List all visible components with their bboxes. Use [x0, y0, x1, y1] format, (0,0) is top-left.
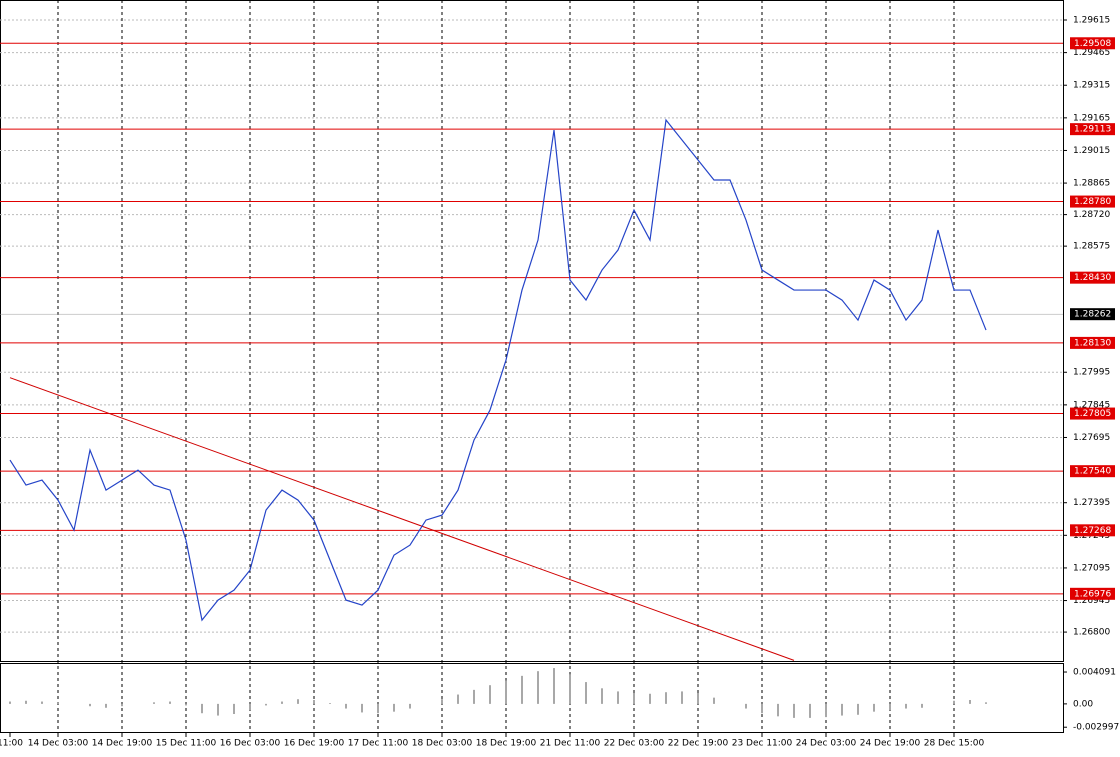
- y-tick-label: 1.27395: [1073, 498, 1110, 508]
- level-label-box: [1070, 465, 1115, 478]
- y-tick-label: 0.00: [1073, 699, 1093, 709]
- trendline: [9, 377, 795, 661]
- level-label: 1.26976: [1074, 589, 1111, 599]
- y-tick-label: 1.29465: [1073, 48, 1110, 58]
- level-label-box: [1070, 524, 1115, 537]
- indicator-panel: [0, 663, 1064, 733]
- x-tick-label: 16 Dec 03:00: [220, 739, 281, 749]
- level-label: 1.28430: [1074, 273, 1111, 283]
- y-tick-label: 1.29015: [1073, 146, 1110, 156]
- x-tick-label: 28 Dec 15:00: [924, 739, 985, 749]
- y-tick-label: 1.29315: [1073, 81, 1110, 91]
- x-tick-label: 18 Dec 19:00: [476, 739, 537, 749]
- x-tick-label: 11:00: [0, 739, 23, 749]
- y-tick-label: 1.28720: [1073, 210, 1110, 220]
- x-tick-label: 14 Dec 03:00: [28, 739, 89, 749]
- y-tick-label: 1.28575: [1073, 242, 1110, 252]
- y-tick-label: 1.27095: [1073, 563, 1110, 573]
- x-tick-label: 16 Dec 19:00: [284, 739, 345, 749]
- y-tick-label: 1.26800: [1073, 628, 1110, 638]
- level-label-box: [1070, 407, 1115, 420]
- x-tick-label: 18 Dec 03:00: [412, 739, 473, 749]
- level-label-box: [1070, 336, 1115, 349]
- level-label-box: [1070, 123, 1115, 136]
- x-tick-label: 22 Dec 19:00: [668, 739, 729, 749]
- level-label-box: [1070, 195, 1115, 208]
- y-tick-label: 1.27995: [1073, 368, 1110, 378]
- level-label: 1.27805: [1074, 409, 1111, 419]
- level-label: 1.29113: [1074, 125, 1111, 135]
- x-tick-label: 21 Dec 11:00: [540, 739, 601, 749]
- x-tick-label: 22 Dec 03:00: [604, 739, 665, 749]
- last-price-box: [1070, 308, 1115, 321]
- x-tick-label: 15 Dec 11:00: [156, 739, 217, 749]
- y-tick-label: 1.29165: [1073, 113, 1110, 123]
- y-tick-label: 1.27695: [1073, 433, 1110, 443]
- level-label: 1.27268: [1074, 526, 1111, 536]
- last-price-label: 1.28262: [1074, 310, 1111, 320]
- level-label-box: [1070, 37, 1115, 50]
- level-label-box: [1070, 587, 1115, 600]
- y-tick-label: -0.002997: [1073, 723, 1119, 733]
- x-tick-label: 17 Dec 11:00: [348, 739, 409, 749]
- price-line: [9, 118, 987, 622]
- y-tick-label: 0.004091: [1073, 668, 1116, 678]
- y-tick-label: 1.28865: [1073, 179, 1110, 189]
- level-label-box: [1070, 271, 1115, 284]
- level-label: 1.27540: [1074, 467, 1111, 477]
- x-tick-label: 23 Dec 11:00: [732, 739, 793, 749]
- x-tick-label: 14 Dec 19:00: [92, 739, 153, 749]
- main-panel: [0, 0, 1064, 662]
- level-label: 1.28780: [1074, 197, 1111, 207]
- y-tick-label: 1.26945: [1073, 596, 1110, 606]
- x-tick-label: 24 Dec 03:00: [796, 739, 857, 749]
- level-label: 1.29508: [1074, 39, 1111, 49]
- level-label: 1.28130: [1074, 338, 1111, 348]
- x-tick-label: 24 Dec 19:00: [860, 739, 921, 749]
- y-tick-label: 1.27845: [1073, 400, 1110, 410]
- y-tick-label: 1.29615: [1073, 16, 1110, 26]
